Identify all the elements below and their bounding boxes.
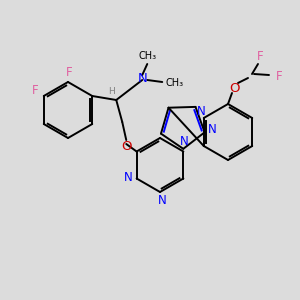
Text: N: N (158, 194, 166, 206)
Text: CH₃: CH₃ (138, 51, 156, 61)
Text: CH₃: CH₃ (165, 78, 183, 88)
Text: N: N (124, 171, 133, 184)
Text: F: F (257, 50, 263, 64)
Text: N: N (197, 105, 206, 119)
Text: F: F (32, 85, 38, 98)
Text: N: N (180, 135, 189, 148)
Text: O: O (229, 82, 239, 94)
Text: N: N (208, 123, 217, 136)
Text: F: F (66, 67, 72, 80)
Text: N: N (137, 73, 147, 85)
Text: H: H (108, 86, 115, 95)
Text: O: O (121, 140, 131, 154)
Text: F: F (276, 70, 282, 83)
